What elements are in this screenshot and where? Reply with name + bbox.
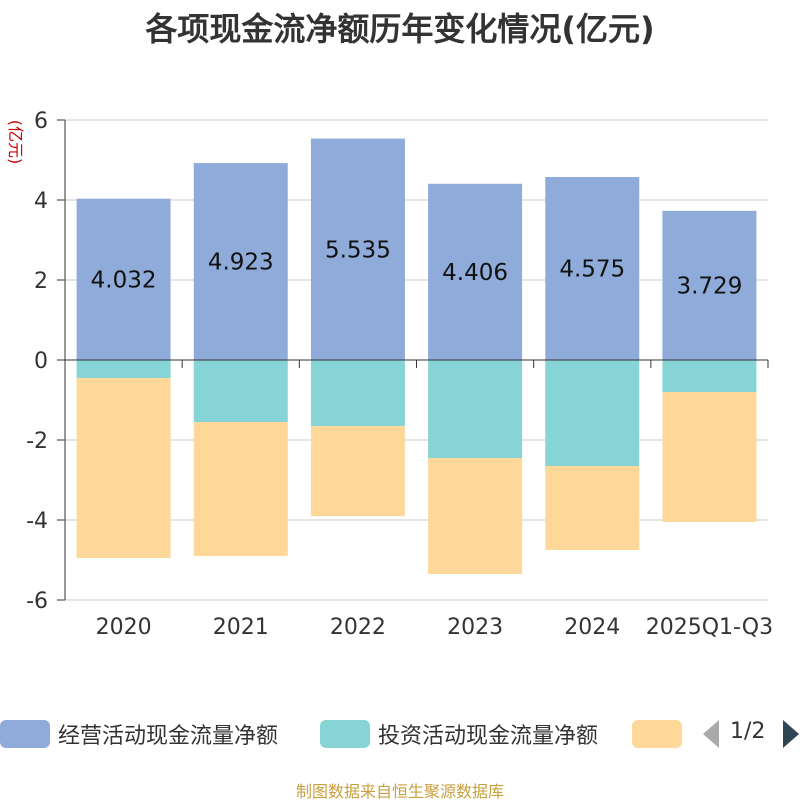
data-label-2020: 4.032 [91,267,157,293]
bar-investing-2020 [76,360,171,378]
legend: 经营活动现金流量净额 投资活动现金流量净额 1/2 [0,712,800,756]
bar-operating-2024 [545,177,640,360]
chart-plot: 6 4 2 0 -2 -4 -6 (亿元) 2020 2021 2022 2023 2024 2025Q1… [6,109,773,640]
bar-operating-2023 [428,183,523,360]
y-tick-label: 6 [34,109,48,134]
label-layer: 4.032 4.923 5.535 4.406 4.575 3.729 [91,237,743,299]
x-tick-label: 2023 [447,615,503,640]
x-tick-label: 2022 [330,615,386,640]
legend-item-third[interactable] [632,712,682,756]
data-label-2023: 4.406 [442,260,508,286]
legend-item-operating[interactable]: 经营活动现金流量净额 [0,712,278,756]
bar-layer [76,138,757,574]
bar-third-2022 [310,426,405,516]
source-note: 制图数据来自恒生聚源数据库 [295,782,504,801]
data-label-2021: 4.923 [208,250,274,276]
bar-operating-2022 [310,138,405,360]
bar-operating-2021 [193,163,288,360]
bar-third-2023 [428,458,523,574]
y-tick-label: -2 [26,429,48,454]
legend-prev-arrow-icon[interactable] [703,720,719,748]
x-tick-label: 2021 [213,615,269,640]
y-tick-label: 2 [34,269,48,294]
bar-third-2025Q1-Q3 [662,392,757,522]
bar-operating-2020 [76,198,171,360]
x-tick-label: 2024 [564,615,620,640]
bar-investing-2021 [193,360,288,422]
grid-layer [65,119,768,601]
y-tick-label: -6 [26,589,48,614]
legend-swatch-operating [0,720,50,748]
bar-investing-2025Q1-Q3 [662,360,757,392]
legend-swatch-investing [320,720,370,748]
y-tick-label: 0 [34,349,48,374]
y-tick-label: 4 [34,189,48,214]
legend-page-indicator: 1/2 [730,719,766,744]
data-label-2022: 5.535 [325,237,391,263]
x-tick-label: 2020 [96,615,152,640]
bar-investing-2023 [428,360,523,458]
y-tick-label: -4 [26,509,48,534]
legend-label-operating: 经营活动现金流量净额 [58,724,279,749]
legend-swatch-third [632,720,682,748]
y-axis-unit-label: (亿元) [6,120,25,165]
legend-item-investing[interactable]: 投资活动现金流量净额 [320,712,598,756]
legend-next-arrow-icon[interactable] [783,720,799,748]
bar-investing-2024 [545,360,640,466]
x-tick-label: 2025Q1-Q3 [646,615,773,640]
legend-label-investing: 投资活动现金流量净额 [378,724,599,749]
bar-third-2020 [76,378,171,558]
bar-operating-2025Q1-Q3 [662,210,757,360]
chart-title: 各项现金流净额历年变化情况(亿元) [145,10,655,48]
data-label-2025Q1-Q3: 3.729 [676,273,742,299]
bar-third-2021 [193,422,288,556]
axis-layer: 6 4 2 0 -2 -4 -6 (亿元) 2020 2021 2022 2023 2024 2025Q1… [6,109,773,640]
bar-third-2024 [545,466,640,550]
bar-investing-2022 [310,360,405,426]
data-label-2024: 4.575 [559,257,625,283]
